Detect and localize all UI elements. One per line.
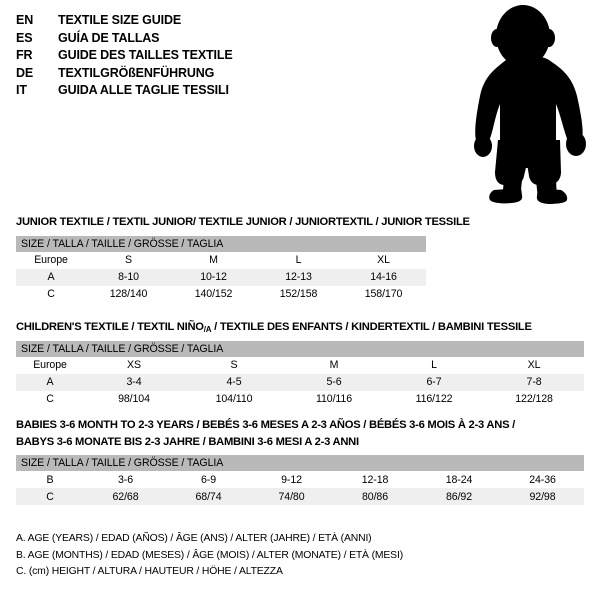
- language-header: EN TEXTILE SIZE GUIDE ES GUÍA DE TALLAS …: [16, 13, 436, 101]
- table-cell: 8-10: [86, 268, 171, 286]
- section-junior-textile: JUNIOR TEXTILE / TEXTIL JUNIOR/ TEXTILE …: [16, 215, 470, 303]
- measurement-legend: A. AGE (YEARS) / EDAD (AÑOS) / ÂGE (ANS)…: [16, 531, 476, 581]
- language-code: FR: [16, 48, 33, 62]
- table-cell: 110/116: [284, 390, 384, 408]
- section-title-subscript: /A: [203, 324, 212, 334]
- table-cell: L: [256, 251, 341, 269]
- table-cell: XL: [484, 356, 585, 374]
- section-children-textile: CHILDREN'S TEXTILE / TEXTIL NIÑO/A / TEX…: [16, 320, 585, 408]
- table-cell: 116/122: [384, 390, 484, 408]
- table-cell: 80/86: [333, 488, 417, 505]
- language-row: EN TEXTILE SIZE GUIDE: [16, 13, 436, 31]
- table-row: Europe XS S M L XL: [16, 356, 585, 374]
- language-code: DE: [16, 65, 34, 80]
- height-measurement-diagram: C: [440, 0, 600, 210]
- language-row: FR GUIDE DES TAILLES TEXTILE: [16, 48, 436, 66]
- table-cell: 5-6: [284, 373, 384, 391]
- language-row: DE TEXTILGRÖßENFÜHRUNG: [16, 66, 436, 84]
- language-code: IT: [16, 83, 27, 97]
- table-cell: 7-8: [484, 373, 585, 391]
- row-label: C: [16, 390, 84, 408]
- section-babies-textile: BABIES 3-6 MONTH TO 2-3 YEARS / BEBÉS 3-…: [16, 418, 585, 505]
- table-cell: S: [184, 356, 284, 374]
- table-cell: 128/140: [86, 285, 171, 303]
- table-cell: 24-36: [501, 471, 585, 488]
- table-band-header: SIZE / TALLA / TAILLE / GRÖSSE / TAGLIA: [16, 455, 585, 471]
- table-band-header: SIZE / TALLA / TAILLE / GRÖSSE / TAGLIA: [16, 235, 427, 252]
- table-cell: 68/74: [167, 488, 250, 505]
- table-row: C 62/68 68/74 74/80 80/86 86/92 92/98: [16, 488, 585, 505]
- table-cell: M: [284, 356, 384, 374]
- table-cell: 122/128: [484, 390, 585, 408]
- table-cell: 14-16: [341, 268, 427, 286]
- row-label: A: [16, 373, 84, 391]
- table-row: B 3-6 6-9 9-12 12-18 18-24 24-36: [16, 471, 585, 488]
- junior-size-table: SIZE / TALLA / TAILLE / GRÖSSE / TAGLIA …: [16, 235, 427, 303]
- table-cell: 3-6: [84, 471, 167, 488]
- table-cell: 4-5: [184, 373, 284, 391]
- row-label: C: [16, 488, 84, 505]
- table-cell: 62/68: [84, 488, 167, 505]
- language-row: IT GUIDA ALLE TAGLIE TESSILI: [16, 83, 436, 101]
- table-cell: 98/104: [84, 390, 184, 408]
- section-title-post: / TEXTILE DES ENFANTS / KINDERTEXTIL / B…: [211, 321, 532, 333]
- table-row: C 98/104 104/110 110/116 116/122 122/128: [16, 390, 585, 408]
- band-label: SIZE / TALLA / TAILLE / GRÖSSE / TAGLIA: [16, 455, 585, 471]
- legend-line-b: B. AGE (MONTHS) / EDAD (MESES) / ÂGE (MO…: [16, 549, 404, 561]
- table-cell: M: [171, 251, 256, 269]
- language-title: GUIDE DES TAILLES TEXTILE: [58, 48, 233, 62]
- table-cell: 86/92: [417, 488, 501, 505]
- table-row: C 128/140 140/152 152/158 158/170: [16, 285, 427, 303]
- table-cell: 104/110: [184, 390, 284, 408]
- table-row: Europe S M L XL: [16, 251, 427, 269]
- section-title: JUNIOR TEXTILE / TEXTIL JUNIOR/ TEXTILE …: [16, 216, 470, 228]
- table-row: A 3-4 4-5 5-6 6-7 7-8: [16, 373, 585, 391]
- table-cell: 140/152: [171, 285, 256, 303]
- language-title: GUIDA ALLE TAGLIE TESSILI: [58, 83, 229, 97]
- table-cell: 3-4: [84, 373, 184, 391]
- row-label: A: [16, 268, 86, 286]
- language-title: TEXTILGRÖßENFÜHRUNG: [58, 65, 215, 80]
- babies-size-table: SIZE / TALLA / TAILLE / GRÖSSE / TAGLIA …: [16, 455, 585, 505]
- table-row: A 8-10 10-12 12-13 14-16: [16, 268, 427, 286]
- table-band-header: SIZE / TALLA / TAILLE / GRÖSSE / TAGLIA: [16, 340, 585, 357]
- section-title-line2: BABYS 3-6 MONATE BIS 2-3 JAHRE / BAMBINI…: [16, 435, 359, 448]
- table-cell: 158/170: [341, 285, 427, 303]
- row-label: C: [16, 285, 86, 303]
- legend-line-c: C. (cm) HEIGHT / ALTURA / HAUTEUR / HÖHE…: [16, 566, 283, 577]
- section-title-line1: BABIES 3-6 MONTH TO 2-3 YEARS / BEBÉS 3-…: [16, 419, 516, 431]
- table-cell: 74/80: [250, 488, 333, 505]
- table-cell: 9-12: [250, 471, 333, 488]
- table-cell: 12-18: [333, 471, 417, 488]
- table-cell: 12-13: [256, 268, 341, 286]
- section-title-pre: CHILDREN'S TEXTILE / TEXTIL NIÑO: [16, 321, 204, 333]
- toddler-silhouette-icon: [474, 5, 586, 204]
- table-cell: 92/98: [501, 488, 585, 505]
- children-size-table: SIZE / TALLA / TAILLE / GRÖSSE / TAGLIA …: [16, 340, 585, 408]
- table-cell: S: [86, 251, 171, 269]
- row-label: B: [16, 471, 84, 488]
- row-label: Europe: [16, 251, 86, 269]
- table-cell: 6-9: [167, 471, 250, 488]
- language-title: TEXTILE SIZE GUIDE: [58, 13, 182, 27]
- band-label: SIZE / TALLA / TAILLE / GRÖSSE / TAGLIA: [16, 340, 585, 357]
- table-cell: 6-7: [384, 373, 484, 391]
- table-cell: 18-24: [417, 471, 501, 488]
- section-title: CHILDREN'S TEXTILE / TEXTIL NIÑO/A / TEX…: [16, 320, 584, 336]
- row-label: Europe: [16, 356, 84, 374]
- table-cell: XL: [341, 251, 427, 269]
- table-cell: L: [384, 356, 484, 374]
- table-cell: 152/158: [256, 285, 341, 303]
- language-code: EN: [16, 13, 34, 27]
- language-row: ES GUÍA DE TALLAS: [16, 31, 436, 49]
- table-cell: 10-12: [171, 268, 256, 286]
- table-cell: XS: [84, 356, 184, 374]
- language-title: GUÍA DE TALLAS: [58, 30, 160, 45]
- language-code: ES: [16, 30, 33, 45]
- legend-line-a: A. AGE (YEARS) / EDAD (AÑOS) / ÂGE (ANS)…: [16, 533, 372, 544]
- band-label: SIZE / TALLA / TAILLE / GRÖSSE / TAGLIA: [16, 235, 427, 252]
